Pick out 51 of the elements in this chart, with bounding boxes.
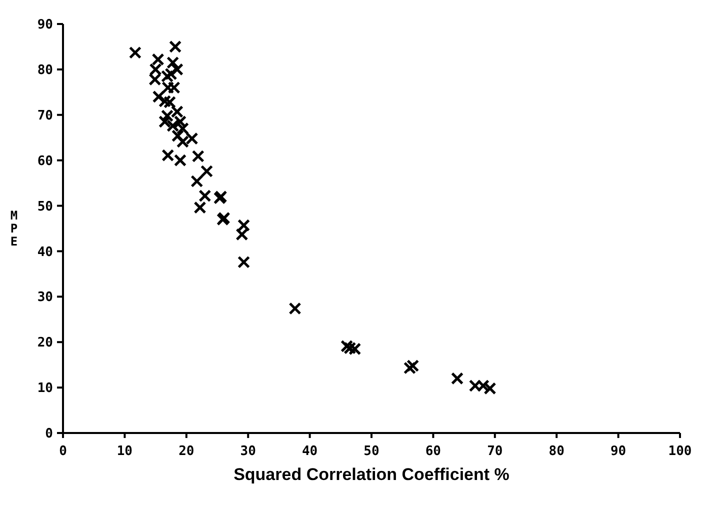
y-tick-label: 40 (37, 244, 54, 260)
x-tick-label: 100 (668, 444, 692, 459)
x-axis-title: Squared Correlation Coefficient % (234, 465, 510, 484)
point (192, 150, 204, 163)
point (174, 154, 187, 167)
y-tick-label: 60 (37, 154, 54, 169)
y-tick-label: 80 (37, 62, 54, 78)
y-tick-label: 50 (37, 199, 54, 214)
x-tick-label: 0 (59, 444, 68, 459)
y-tick-label: 10 (37, 381, 54, 396)
x-tick-label: 40 (302, 444, 318, 459)
point (128, 46, 142, 59)
point (198, 189, 212, 202)
y-tick-label: 30 (37, 290, 54, 306)
point (152, 90, 165, 104)
y-axis-title: MPE (10, 208, 18, 248)
point (288, 302, 302, 315)
point (166, 119, 180, 132)
point (450, 372, 464, 385)
y-tick-label: 90 (37, 18, 54, 33)
point (186, 132, 198, 145)
point (200, 164, 214, 178)
point (476, 379, 490, 392)
x-tick-label: 50 (364, 444, 380, 459)
point (348, 342, 362, 356)
y-tick-label: 70 (37, 108, 54, 124)
y-tick-label: 20 (37, 336, 54, 351)
x-tick-label: 30 (240, 444, 256, 459)
point (468, 379, 482, 392)
point (171, 129, 184, 142)
x-tick-label: 90 (610, 444, 626, 459)
point (168, 40, 182, 54)
point (162, 149, 174, 162)
point (190, 174, 204, 188)
x-tick-label: 60 (425, 444, 442, 459)
x-tick-label: 10 (116, 444, 133, 459)
point (170, 63, 184, 76)
x-tick-label: 20 (178, 444, 194, 459)
point (403, 362, 416, 374)
point (237, 256, 250, 268)
y-tick-label: 0 (45, 426, 54, 442)
point (194, 201, 206, 214)
point (340, 340, 354, 352)
point (484, 382, 496, 395)
point (344, 342, 356, 354)
point (158, 115, 172, 128)
point (406, 359, 420, 372)
x-tick-label: 80 (548, 444, 565, 459)
x-tick-label: 70 (487, 444, 503, 459)
point (158, 94, 172, 108)
point (168, 81, 180, 94)
